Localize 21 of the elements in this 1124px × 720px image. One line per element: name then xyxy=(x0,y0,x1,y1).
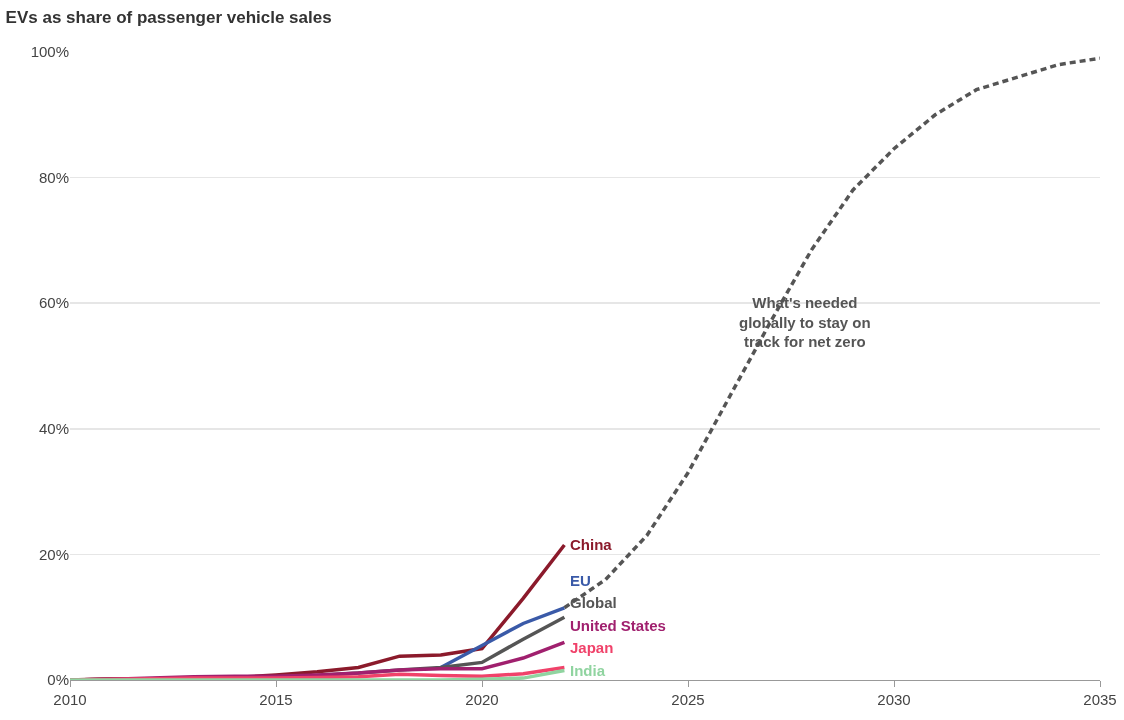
x-tick-label: 2030 xyxy=(877,691,911,708)
series-label: Global xyxy=(570,594,617,611)
x-tick-label: 2035 xyxy=(1083,691,1117,708)
y-tick-label: 20% xyxy=(38,545,69,563)
y-tick-label: 0% xyxy=(47,671,69,689)
series-label: Japan xyxy=(570,639,614,656)
series-label: EU xyxy=(570,572,591,589)
series-label: United States xyxy=(570,617,666,634)
y-tick-label: 60% xyxy=(38,294,69,312)
x-tick-label: 2020 xyxy=(465,691,499,708)
series-label: China xyxy=(570,536,613,553)
line-series xyxy=(562,56,1100,610)
y-tick-label: 100% xyxy=(30,43,69,61)
series-label: India xyxy=(570,662,606,679)
x-tick-label: 2010 xyxy=(53,691,87,708)
y-tick-label: 40% xyxy=(38,420,69,438)
chart-title: EVs as share of passenger vehicle sales xyxy=(5,7,332,27)
x-tick-label: 2015 xyxy=(259,691,293,708)
x-tick-label: 2025 xyxy=(671,691,705,708)
y-tick-label: 80% xyxy=(38,168,69,186)
annotation: What's needed globally to stay on track for net zero xyxy=(739,294,871,350)
